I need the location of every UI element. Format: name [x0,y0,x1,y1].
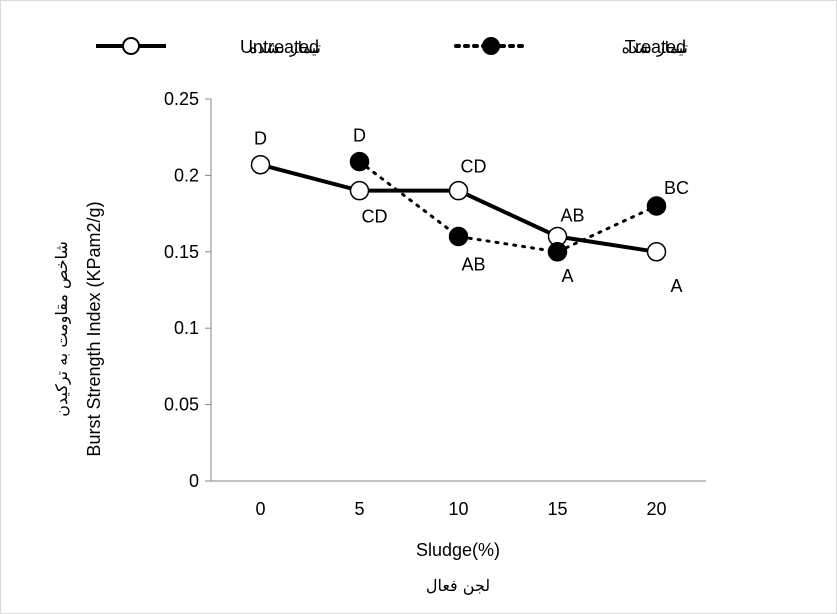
data-label-treated: AB [461,255,485,275]
y-tick-label: 0.2 [174,165,199,185]
legend: Untreated تیمار نشده Treated تیمار شده [96,37,688,57]
legend-untreated-label: Untreated [240,37,319,57]
y-tick-label: 0.15 [164,242,199,262]
legend-treated-marker [482,37,500,55]
x-tick-label: 0 [255,499,265,519]
data-label-treated: D [353,126,366,146]
data-label-untreated: D [254,129,267,149]
data-label-untreated: CD [461,157,487,177]
series-treated-line [358,160,658,254]
y-tick-label: 0.25 [164,89,199,109]
data-point-untreated [448,180,469,201]
data-point-untreated [250,154,271,175]
data-point-untreated [349,180,370,201]
x-tick-label: 10 [448,499,468,519]
y-axis-label-fa: شاخص مقاومت به ترکیدن [52,241,71,416]
x-tick-label: 20 [646,499,666,519]
legend-untreated-label-fa: تیمار نشده [249,38,321,57]
y-tick-label: 0 [189,471,199,491]
data-point-untreated [646,242,667,262]
data-point-treated [547,242,568,262]
legend-untreated-marker [122,37,140,55]
x-tick-label: 5 [354,499,364,519]
legend-treated-label: Treated [625,37,686,57]
x-tick-label: 15 [547,499,567,519]
data-point-treated [448,226,469,247]
data-label-untreated: CD [362,207,388,227]
data-point-treated [349,151,370,172]
y-tick-label: 0.05 [164,395,199,415]
x-axis-label-fa: لجن فعال [426,576,490,595]
y-axis: 0 0.05 0.1 0.15 0.2 0.25 [164,89,212,491]
x-axis-label: Sludge(%) [416,540,500,560]
data-label-treated: BC [664,178,689,198]
series-layer: D CD CD AB A D AB A BC [250,126,689,296]
data-point-treated [646,196,667,216]
data-label-treated: A [561,266,573,286]
y-tick-label: 0.1 [174,318,199,338]
x-axis: 0 5 10 15 20 [211,480,706,519]
data-label-untreated: AB [560,206,584,226]
legend-treated-label-fa: تیمار شده [622,38,688,57]
data-label-untreated: A [670,276,682,296]
y-axis-label: Burst Strength Index (KPam2/g) [84,201,104,456]
